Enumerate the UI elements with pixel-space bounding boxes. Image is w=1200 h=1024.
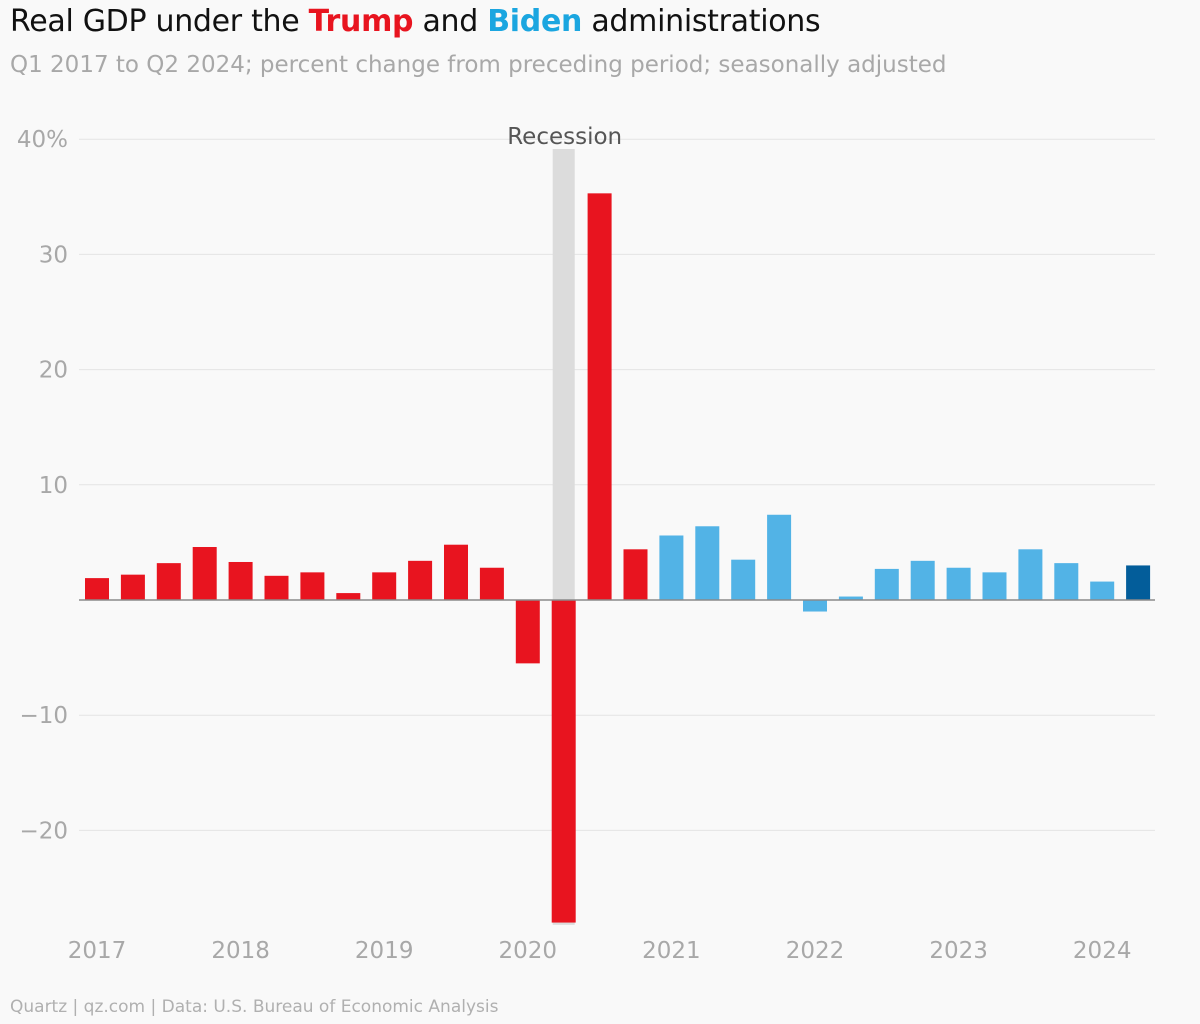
title-middle: and [413,4,488,39]
axes: 40% 30 20 10 −10 −20 2017 2018 2019 2020 2021 2022 2… [17,127,1155,964]
y-tick-label: −10 [19,703,68,729]
bar-trump [300,572,325,600]
bar-trump [192,547,217,600]
bar-biden [982,572,1007,600]
bar-biden [874,568,899,600]
bar-trump [551,600,576,923]
bar-trump [372,572,397,600]
bar-biden [910,560,935,600]
x-tick-label: 2021 [642,938,701,964]
bar-biden [1090,581,1115,600]
bar-trump [336,593,361,600]
bar-trump [623,549,648,600]
title-prefix: Real GDP under the [10,4,309,39]
bar-biden [946,567,971,600]
gdp-bar-chart: Recession 40% 30 20 10 −10 −20 2017 2018 2019 202… [17,124,1155,964]
bar-trump [156,563,181,600]
bars [85,193,1151,923]
title-biden: Biden [487,4,583,39]
bar-trump [264,575,289,600]
y-tick-label: 30 [39,242,68,268]
y-tick-label: 10 [39,473,68,499]
bar-trump [444,544,468,600]
x-tick-label: 2024 [1073,938,1132,964]
y-tick-label: 20 [39,358,68,384]
bar-trump [479,567,504,600]
y-tick-label: −20 [19,818,68,844]
bar-trump [85,578,109,600]
x-tick-label: 2018 [211,938,270,964]
x-tick-label: 2020 [499,938,558,964]
recession-label: Recession [507,124,622,150]
chart-subtitle: Q1 2017 to Q2 2024; percent change from … [10,52,947,78]
bar-trump [408,560,433,600]
bar-biden [803,600,827,612]
bar-trump [228,561,253,600]
y-tick-label: 40% [17,127,68,153]
bar-biden [659,535,684,600]
bar-biden [1054,563,1079,600]
bar-biden [695,526,720,600]
chart-title: Real GDP under the Trump and Biden admin… [10,4,821,39]
bar-biden [838,596,863,600]
x-tick-label: 2022 [786,938,845,964]
bar-biden [767,514,792,600]
x-tick-label: 2017 [68,938,127,964]
bar-trump [587,193,612,600]
title-trump: Trump [308,4,414,39]
bar-biden [1126,565,1151,600]
grid-lines [79,138,1155,831]
chart-source-footer: Quartz | qz.com | Data: U.S. Bureau of E… [10,997,499,1017]
x-tick-label: 2019 [355,938,414,964]
bar-trump [515,600,540,664]
bar-trump [120,574,145,600]
x-tick-label: 2023 [929,938,988,964]
bar-biden [731,559,756,600]
bar-biden [1018,549,1043,600]
title-suffix: administrations [582,4,821,39]
